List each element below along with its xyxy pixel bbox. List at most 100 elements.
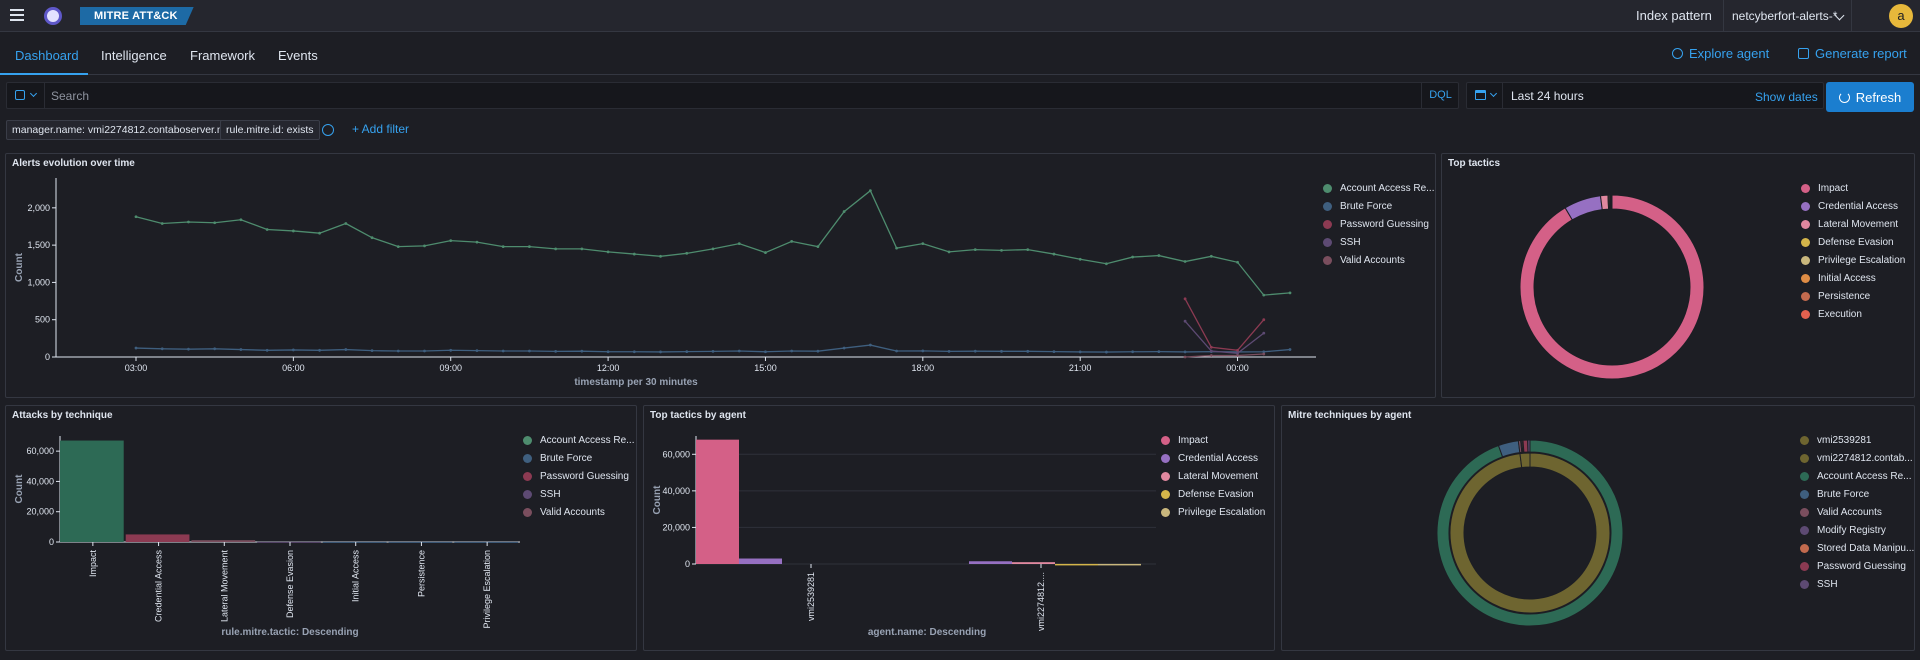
legend-item[interactable]: Brute Force xyxy=(523,449,635,467)
legend-swatch xyxy=(1800,561,1809,571)
data-point xyxy=(501,349,505,353)
generate-report-button[interactable]: Generate report xyxy=(1798,46,1907,61)
legend-item[interactable]: Valid Accounts xyxy=(523,503,635,521)
save-icon xyxy=(15,90,25,100)
y-tick-label: 1,000 xyxy=(27,277,50,287)
data-point xyxy=(265,228,269,231)
legend-swatch xyxy=(1801,237,1810,247)
add-filter-button[interactable]: + Add filter xyxy=(352,122,410,136)
legend-item[interactable]: Stored Data Manipu... xyxy=(1800,539,1914,557)
tab-events[interactable]: Events xyxy=(278,48,318,63)
filter-pill-mitre-id[interactable]: rule.mitre.id: exists xyxy=(220,120,320,140)
date-range-text[interactable]: Last 24 hours xyxy=(1511,89,1584,103)
bar xyxy=(1055,563,1098,566)
legend: Impact Credential Access Lateral Movement D… xyxy=(1801,179,1905,323)
legend-item[interactable]: Modify Registry xyxy=(1800,521,1914,539)
legend-item[interactable]: Password Guessing xyxy=(523,467,635,485)
x-tick-label: Impact xyxy=(88,550,98,578)
legend-label: Privilege Escalation xyxy=(1818,254,1906,266)
legend-item[interactable]: Account Access Re... xyxy=(523,431,635,449)
legend-item[interactable]: Account Access Re... xyxy=(1800,467,1914,485)
data-point xyxy=(239,218,243,222)
legend-item[interactable]: Privilege Escalation xyxy=(1801,251,1905,269)
legend-item[interactable]: Brute Force xyxy=(1800,485,1914,503)
legend-item[interactable]: SSH xyxy=(523,485,635,503)
data-point xyxy=(1288,291,1292,295)
legend-label: SSH xyxy=(540,488,561,500)
search-input[interactable] xyxy=(51,83,1411,108)
legend-item[interactable]: Impact xyxy=(1801,179,1905,197)
tab-dashboard[interactable]: Dashboard xyxy=(15,48,79,63)
pie-slice xyxy=(1599,194,1610,211)
legend-item[interactable]: Defense Evasion xyxy=(1161,485,1265,503)
explore-agent-button[interactable]: Explore agent xyxy=(1672,46,1769,61)
data-point xyxy=(1052,252,1056,256)
data-point xyxy=(947,250,951,254)
legend-label: SSH xyxy=(1817,578,1838,590)
legend-item[interactable]: Valid Accounts xyxy=(1800,503,1914,521)
panel-title: Mitre techniques by agent xyxy=(1288,410,1412,421)
data-point xyxy=(790,239,794,243)
legend-item[interactable]: vmi2274812.contab... xyxy=(1800,449,1914,467)
user-avatar[interactable]: a xyxy=(1889,4,1913,28)
legend-item[interactable]: Credential Access xyxy=(1801,197,1905,215)
pie-slice xyxy=(1564,195,1603,221)
dql-toggle[interactable]: DQL xyxy=(1421,83,1459,108)
legend-label: Password Guessing xyxy=(1817,560,1906,572)
data-point xyxy=(318,231,321,235)
legend-item[interactable]: vmi2539281 xyxy=(1800,431,1914,449)
data-point xyxy=(632,350,636,354)
legend-item[interactable]: Lateral Movement xyxy=(1801,215,1905,233)
y-axis-title: Count xyxy=(14,474,25,504)
saved-query-button[interactable] xyxy=(7,83,45,108)
legend-item[interactable]: Execution xyxy=(1801,305,1905,323)
legend-item[interactable]: SSH xyxy=(1800,575,1914,593)
legend-item[interactable]: Password Guessing xyxy=(1323,215,1435,233)
pie-slice xyxy=(1436,439,1624,627)
show-dates-button[interactable]: Show dates xyxy=(1755,90,1818,104)
legend-item[interactable]: Password Guessing xyxy=(1800,557,1914,575)
app-logo-icon[interactable] xyxy=(44,7,62,25)
legend-item[interactable]: Credential Access xyxy=(1161,449,1265,467)
data-point xyxy=(1157,350,1161,354)
legend-item[interactable]: Brute Force xyxy=(1323,197,1435,215)
app-badge[interactable]: MITRE ATT&CK xyxy=(80,7,194,25)
data-point xyxy=(973,349,977,353)
x-tick-label: Credential Access xyxy=(154,550,164,623)
legend-item[interactable]: Defense Evasion xyxy=(1801,233,1905,251)
filter-options-icon[interactable] xyxy=(322,124,334,136)
bar xyxy=(322,541,387,543)
legend-swatch xyxy=(1800,471,1809,481)
legend-item[interactable]: Valid Accounts xyxy=(1323,251,1435,269)
legend-item[interactable]: SSH xyxy=(1323,233,1435,251)
line-chart: 0 500 1,000 1,500 2,000 03:00 06:00 09:00 12:00 1… xyxy=(14,178,1316,388)
legend-item[interactable]: Impact xyxy=(1161,431,1265,449)
refresh-button[interactable]: Refresh xyxy=(1826,82,1914,112)
data-point xyxy=(134,215,138,219)
tab-framework[interactable]: Framework xyxy=(190,48,256,63)
data-point xyxy=(1183,355,1187,359)
data-point xyxy=(1209,354,1213,357)
tab-intelligence[interactable]: Intelligence xyxy=(101,48,167,63)
legend-item[interactable]: Lateral Movement xyxy=(1161,467,1265,485)
data-point xyxy=(842,346,846,350)
legend-item[interactable]: Privilege Escalation xyxy=(1161,503,1265,521)
legend-label: Stored Data Manipu... xyxy=(1817,542,1915,554)
legend-label: Persistence xyxy=(1818,290,1871,302)
legend-swatch xyxy=(1161,507,1170,517)
data-point xyxy=(1105,262,1108,266)
filter-pill-manager[interactable]: manager.name: vmi2274812.contaboserver.n… xyxy=(6,120,238,140)
legend-item[interactable]: Persistence xyxy=(1801,287,1905,305)
data-point xyxy=(344,222,348,225)
legend-swatch xyxy=(1801,183,1810,193)
legend-item[interactable]: Initial Access xyxy=(1801,269,1905,287)
quick-date-button[interactable] xyxy=(1467,83,1503,108)
pie-slice xyxy=(1519,452,1531,469)
data-point xyxy=(868,343,872,347)
data-point xyxy=(1000,349,1003,353)
data-point xyxy=(1262,350,1266,354)
index-pattern-select[interactable]: netcyberfort-alerts-* xyxy=(1723,0,1852,32)
legend-item[interactable]: Account Access Re... xyxy=(1323,179,1435,197)
menu-icon[interactable] xyxy=(10,9,24,21)
chevron-down-icon xyxy=(29,89,38,98)
